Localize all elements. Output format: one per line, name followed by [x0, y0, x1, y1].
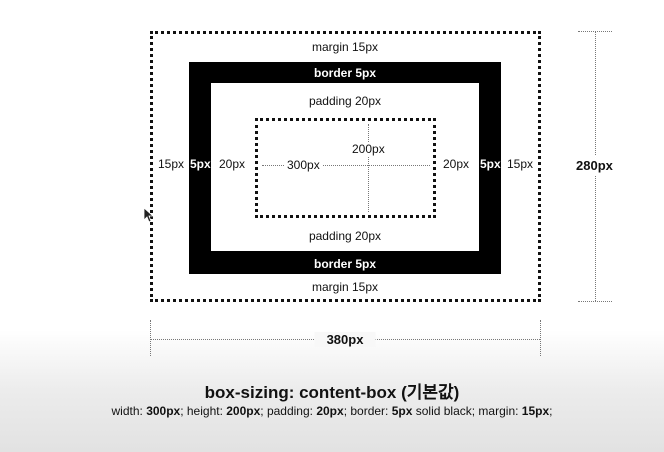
caption-part: ;	[549, 404, 553, 418]
padding-top-label: padding 20px	[308, 94, 382, 108]
caption-part: 200px	[226, 404, 261, 418]
caption-title: box-sizing: content-box (기본값)	[204, 383, 460, 402]
caption-part: width:	[111, 404, 147, 418]
left-padding-label: 20px	[219, 157, 246, 171]
caption-part: 300px	[146, 404, 181, 418]
caption-part: ; padding:	[260, 404, 317, 418]
right-border-label: 5px	[480, 157, 501, 171]
border-bottom-label: border 5px	[313, 257, 377, 271]
width-dim-right-tick	[540, 320, 541, 356]
left-margin-label: 15px	[158, 157, 185, 171]
left-border-label: 5px	[190, 157, 211, 171]
margin-bottom-label: margin 15px	[311, 280, 379, 294]
content-width-guide	[262, 165, 430, 166]
right-padding-label: 20px	[443, 157, 470, 171]
total-width-label: 380px	[314, 332, 376, 347]
margin-top-label: margin 15px	[311, 40, 379, 54]
caption-part: ; height:	[180, 404, 227, 418]
width-dim-left-tick	[150, 320, 151, 356]
content-box	[255, 118, 436, 218]
caption-part: 20px	[316, 404, 344, 418]
content-width-label: 300px	[285, 158, 322, 172]
height-dim-bottom-tick	[578, 301, 612, 302]
margin-box	[150, 31, 541, 302]
caption-subtitle: width: 300px; height: 200px; padding: 20…	[0, 404, 664, 418]
content-height-label: 200px	[350, 142, 387, 156]
total-height-label: 280px	[576, 156, 613, 175]
caption-part: ; border:	[343, 404, 392, 418]
caption-part: 5px	[391, 404, 413, 418]
padding-bottom-label: padding 20px	[308, 229, 382, 243]
move-cursor-icon	[143, 207, 155, 223]
border-top-label: border 5px	[313, 66, 377, 80]
caption-part: solid black; margin:	[412, 404, 522, 418]
right-margin-label: 15px	[507, 157, 534, 171]
caption-part: 15px	[521, 404, 550, 418]
content-height-guide	[368, 124, 369, 212]
